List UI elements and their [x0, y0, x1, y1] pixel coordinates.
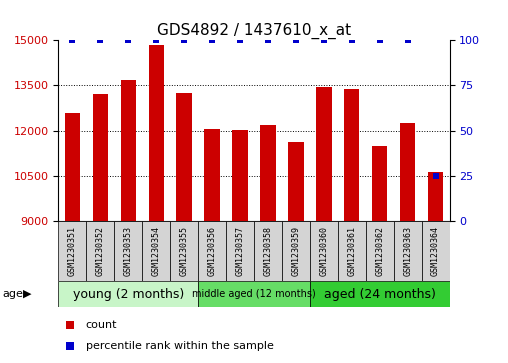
Bar	[198, 221, 226, 281]
Text: GSM1230354: GSM1230354	[152, 227, 161, 276]
Bar	[282, 221, 310, 281]
Text: GSM1230364: GSM1230364	[431, 227, 440, 276]
Bar	[422, 221, 450, 281]
Text: GSM1230361: GSM1230361	[347, 227, 356, 276]
Bar	[338, 221, 366, 281]
Bar	[92, 94, 108, 221]
Bar	[344, 89, 360, 221]
Text: GSM1230362: GSM1230362	[375, 227, 384, 276]
Text: GSM1230355: GSM1230355	[180, 227, 188, 276]
Bar	[372, 146, 388, 221]
Bar	[204, 129, 220, 221]
Text: GSM1230351: GSM1230351	[68, 227, 77, 276]
Bar	[58, 221, 86, 281]
Text: GSM1230360: GSM1230360	[320, 227, 328, 276]
Bar	[86, 221, 114, 281]
Text: GSM1230363: GSM1230363	[403, 227, 412, 276]
Text: percentile rank within the sample: percentile rank within the sample	[86, 341, 274, 351]
Bar	[394, 221, 422, 281]
Bar	[198, 281, 310, 307]
Bar	[400, 122, 416, 221]
Text: GSM1230358: GSM1230358	[264, 227, 272, 276]
Bar	[260, 125, 276, 221]
Text: GSM1230352: GSM1230352	[96, 227, 105, 276]
Text: middle aged (12 months): middle aged (12 months)	[192, 289, 316, 299]
Bar	[232, 130, 248, 221]
Bar	[176, 93, 192, 221]
Bar	[58, 281, 198, 307]
Bar	[148, 45, 164, 221]
Bar	[310, 281, 450, 307]
Text: count: count	[86, 321, 117, 330]
Bar	[65, 113, 80, 221]
Bar	[120, 80, 136, 221]
Text: GSM1230357: GSM1230357	[236, 227, 244, 276]
Bar	[226, 221, 254, 281]
Bar	[288, 142, 304, 221]
Bar	[142, 221, 170, 281]
Text: GSM1230359: GSM1230359	[292, 227, 300, 276]
Title: GDS4892 / 1437610_x_at: GDS4892 / 1437610_x_at	[157, 23, 351, 38]
Text: young (2 months): young (2 months)	[73, 287, 184, 301]
Bar	[114, 221, 142, 281]
Text: GSM1230356: GSM1230356	[208, 227, 216, 276]
Bar	[366, 221, 394, 281]
Bar	[428, 172, 443, 221]
Text: ▶: ▶	[23, 289, 31, 299]
Text: age: age	[3, 289, 23, 299]
Bar	[170, 221, 198, 281]
Text: GSM1230353: GSM1230353	[124, 227, 133, 276]
Bar	[316, 87, 332, 221]
Bar	[254, 221, 282, 281]
Text: aged (24 months): aged (24 months)	[324, 287, 436, 301]
Bar	[310, 221, 338, 281]
